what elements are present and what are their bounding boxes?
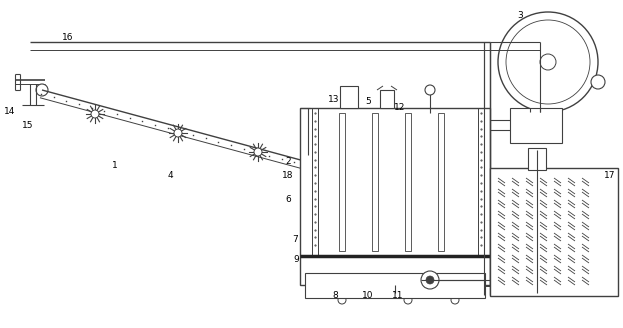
Circle shape <box>506 20 590 104</box>
Bar <box>528 148 546 170</box>
Text: 10: 10 <box>362 291 374 299</box>
Circle shape <box>36 84 48 96</box>
Text: 16: 16 <box>62 32 74 42</box>
Bar <box>490 168 618 296</box>
Circle shape <box>540 54 556 70</box>
Bar <box>405 113 411 251</box>
Bar <box>372 113 378 251</box>
Text: 8: 8 <box>332 291 338 299</box>
Text: 13: 13 <box>328 95 340 105</box>
Bar <box>300 108 490 285</box>
Text: 6: 6 <box>285 195 291 204</box>
Circle shape <box>425 85 435 95</box>
Text: 15: 15 <box>22 120 34 130</box>
Text: 18: 18 <box>282 171 294 179</box>
Circle shape <box>91 110 99 118</box>
Text: 7: 7 <box>292 236 298 244</box>
Bar <box>380 90 394 108</box>
Text: 11: 11 <box>392 291 404 299</box>
Text: 3: 3 <box>517 10 523 19</box>
Circle shape <box>254 148 262 156</box>
Circle shape <box>498 12 598 112</box>
Text: 17: 17 <box>604 171 616 179</box>
Circle shape <box>338 296 346 304</box>
Circle shape <box>421 271 439 289</box>
Circle shape <box>451 296 459 304</box>
Text: 12: 12 <box>394 102 406 112</box>
Text: 2: 2 <box>285 157 291 167</box>
Bar <box>438 113 444 251</box>
Text: 14: 14 <box>4 108 16 116</box>
Text: 4: 4 <box>167 171 173 179</box>
Circle shape <box>174 129 182 137</box>
Circle shape <box>404 296 412 304</box>
Circle shape <box>591 75 605 89</box>
Bar <box>339 113 345 251</box>
Bar <box>305 273 485 298</box>
Text: 1: 1 <box>112 160 118 170</box>
Text: 9: 9 <box>293 256 299 264</box>
Circle shape <box>426 276 434 284</box>
Bar <box>510 108 562 143</box>
Bar <box>340 86 358 108</box>
Text: 5: 5 <box>365 97 371 107</box>
